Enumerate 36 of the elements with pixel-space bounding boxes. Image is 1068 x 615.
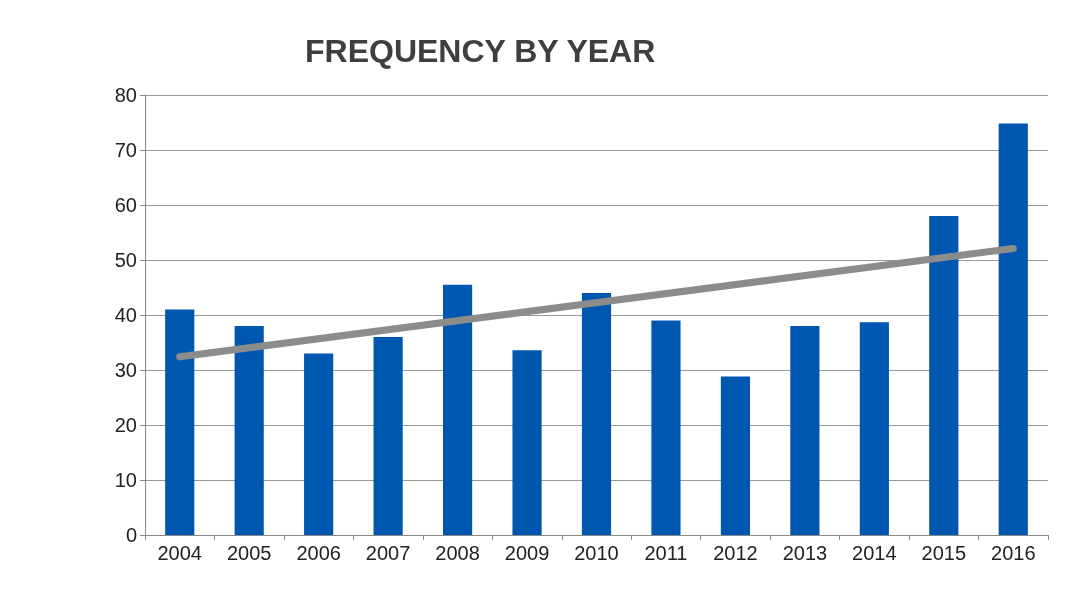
- x-tick-label: 2014: [852, 542, 897, 564]
- bar: [998, 123, 1028, 535]
- chart-title: FREQUENCY BY YEAR: [305, 33, 656, 69]
- y-tick-label: 40: [114, 304, 137, 326]
- y-tick-label: 50: [114, 249, 137, 271]
- bar: [651, 320, 681, 535]
- bar: [859, 322, 889, 535]
- bar: [790, 326, 820, 535]
- y-tick-label: 80: [114, 84, 137, 106]
- bar: [373, 337, 403, 535]
- y-tick-label: 20: [114, 414, 137, 436]
- x-tick-label: 2012: [713, 542, 758, 564]
- y-tick-label: 70: [114, 139, 137, 161]
- bar: [165, 309, 195, 535]
- bar: [929, 216, 959, 535]
- x-tick-label: 2010: [574, 542, 619, 564]
- y-tick-label: 0: [125, 524, 137, 546]
- x-tick-label: 2008: [435, 542, 480, 564]
- bar: [304, 353, 334, 535]
- x-tick-label: 2007: [365, 542, 411, 564]
- x-tick-label: 2006: [296, 542, 341, 564]
- x-tick-label: 2011: [644, 542, 688, 564]
- y-tick-label: 60: [114, 194, 137, 216]
- y-tick-label: 10: [114, 469, 137, 491]
- bar: [581, 293, 612, 535]
- x-tick-label: 2009: [504, 542, 550, 564]
- x-tick-label: 2005: [226, 542, 272, 564]
- x-tick-label: 2004: [157, 542, 202, 564]
- bar: [234, 326, 264, 535]
- bar: [512, 350, 542, 535]
- x-tick-label: 2016: [991, 542, 1036, 564]
- bar: [442, 284, 473, 535]
- x-tick-label: 2015: [921, 542, 967, 564]
- x-tick-label: 2013: [782, 542, 828, 564]
- bar: [720, 376, 751, 535]
- y-tick-label: 30: [114, 359, 137, 381]
